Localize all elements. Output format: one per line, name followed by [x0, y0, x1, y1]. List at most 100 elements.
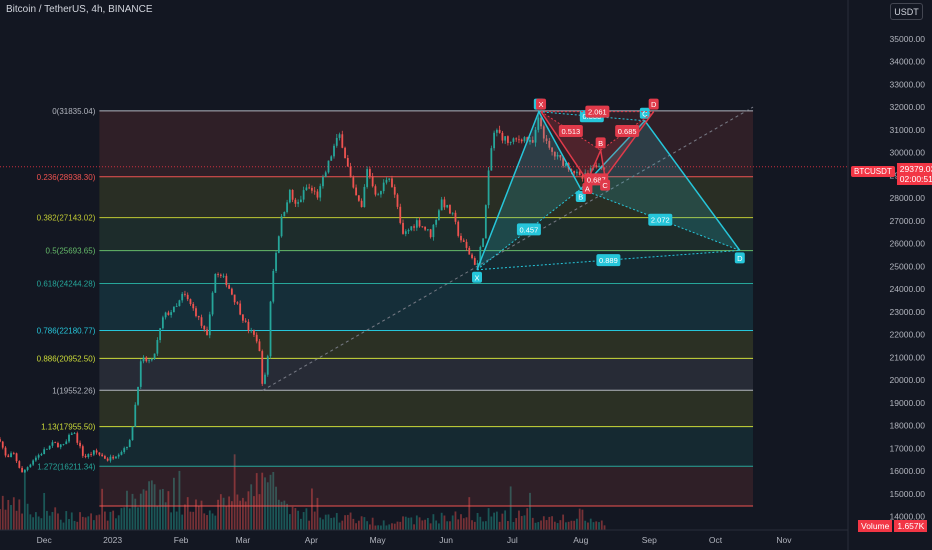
volume-bar	[426, 517, 429, 530]
candle-body	[242, 314, 244, 321]
volume-bar	[98, 514, 101, 530]
candle-body	[228, 285, 231, 289]
x-tick-label: Dec	[37, 535, 53, 545]
candle-body	[355, 187, 357, 196]
volume-bar	[421, 520, 424, 530]
candle-body	[551, 147, 553, 152]
fib-zone	[99, 426, 754, 467]
volume-bar	[184, 504, 186, 530]
candle-body	[200, 317, 203, 326]
volume-bar	[592, 522, 595, 530]
harmonic-bull-point-label: D	[737, 254, 743, 263]
candle-body	[518, 139, 520, 141]
harmonic-bear-point-label: X	[539, 100, 544, 109]
harmonic-bear-point-box	[536, 98, 547, 110]
volume-bar	[84, 517, 87, 530]
volume-bar	[297, 510, 300, 530]
volume-bar	[247, 491, 250, 530]
fibonacci-retracement[interactable]: 0(31835.04) 0.236(28938.30) 0.382(27143.02…	[37, 107, 754, 507]
volume-bar	[531, 517, 534, 530]
candle-body	[581, 175, 584, 179]
candle-body	[545, 138, 548, 141]
volume-bar	[562, 514, 565, 530]
harmonic-bull-triangle-bcd	[580, 120, 740, 251]
volume-bar	[393, 523, 396, 530]
harmonic-patterns[interactable]: 0.4570.8832.0720.889XABCD0.5130.6870.685…	[472, 98, 745, 283]
volume-bar	[242, 497, 244, 530]
trend-line[interactable]	[0, 106, 848, 391]
candle-body	[12, 453, 15, 455]
fib-zone	[99, 250, 754, 284]
candle-body	[316, 191, 319, 198]
volume-bar	[578, 508, 581, 530]
candle-body	[509, 141, 512, 143]
candle-body	[374, 186, 377, 195]
volume-bar	[440, 512, 443, 530]
volume-bar	[29, 514, 32, 530]
candle-body	[181, 293, 184, 301]
harmonic-bull-point-box	[734, 252, 745, 264]
time-axis-panel	[0, 530, 848, 550]
candle-body	[283, 212, 286, 217]
volume-bar	[51, 511, 54, 530]
volume-bar	[435, 520, 438, 530]
candle-body	[1, 441, 4, 448]
x-tick-label: Mar	[236, 535, 251, 545]
candle-body	[512, 138, 515, 142]
fib-level-label: 0.886(20952.50)	[37, 354, 96, 363]
candle-body	[603, 167, 606, 169]
fib-zone	[99, 330, 754, 359]
volume-bar	[493, 512, 496, 530]
currency-button[interactable]: USDT	[890, 3, 923, 20]
candle-body	[493, 132, 496, 149]
candle-body	[90, 454, 92, 455]
candle-body	[167, 312, 170, 315]
y-tick-label: 14000.00	[890, 512, 926, 522]
candle-body	[186, 294, 189, 300]
volume-bar	[219, 494, 222, 530]
volume-bar	[81, 516, 84, 530]
x-tick-label: Nov	[776, 535, 792, 545]
volume-bar	[175, 511, 178, 530]
volume-bar	[137, 507, 139, 530]
volume-bar	[239, 500, 242, 530]
volume-bar	[335, 513, 338, 530]
volume-bar	[15, 510, 18, 530]
candle-body	[501, 132, 504, 141]
candle-body	[26, 467, 29, 470]
candle-body	[443, 199, 446, 208]
volume-bar	[366, 521, 369, 530]
volume-bar	[327, 514, 330, 530]
volume-tag: Volume 1.657K	[858, 520, 928, 532]
harmonic-bear-point-box	[648, 98, 659, 110]
candle-body	[520, 139, 523, 142]
candle-body	[299, 199, 302, 203]
harmonic-bull-ratio-box	[596, 254, 621, 267]
volume-bar	[195, 499, 197, 530]
volume-bar	[1, 495, 4, 530]
harmonic-bear-point-label: A	[585, 185, 590, 194]
candle-body	[206, 329, 208, 336]
volume-bar	[368, 524, 371, 530]
volume-bar	[490, 516, 493, 530]
harmonic-bull-ratio-box	[648, 213, 673, 226]
candle-body	[302, 190, 305, 200]
volume-bars	[0, 454, 606, 530]
volume-bar	[225, 506, 228, 530]
volume-bar	[567, 521, 570, 530]
candle-body	[275, 252, 277, 272]
x-tick-label: Jul	[507, 535, 518, 545]
candle-body	[214, 273, 217, 293]
price-tag-symbol: BTCUSDT	[851, 166, 895, 177]
candle-body	[333, 145, 335, 157]
y-tick-label: 21000.00	[890, 352, 926, 362]
volume-bar	[32, 517, 35, 530]
volume-bar	[465, 517, 468, 530]
candle-body	[203, 325, 206, 330]
volume-bar	[272, 471, 275, 530]
candle-body	[322, 177, 324, 187]
volume-bar	[542, 516, 545, 530]
candle-body	[424, 226, 427, 230]
volume-bar	[479, 516, 482, 530]
